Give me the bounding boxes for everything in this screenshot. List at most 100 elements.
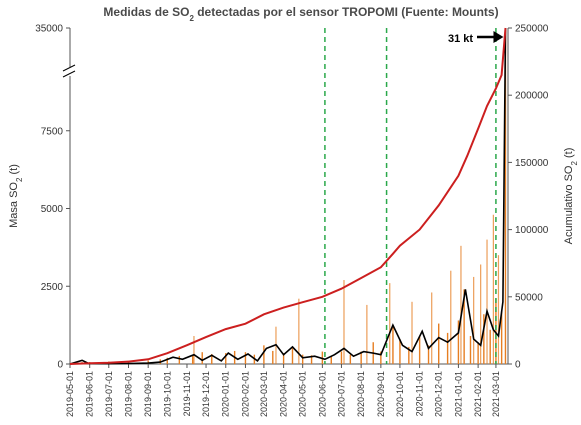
bar: [178, 355, 181, 364]
y-axis-right-label-subscript: 2: [570, 161, 579, 166]
bar-spike: [193, 336, 195, 364]
y-axis-left-label-part-3: (t): [8, 164, 20, 177]
bar-spike: [411, 301, 413, 364]
x-tick-label: 2020-10-01: [395, 371, 405, 417]
bar: [291, 346, 294, 364]
bar-spike: [389, 283, 391, 364]
bar: [201, 352, 203, 364]
bar: [504, 28, 507, 364]
bar: [427, 345, 430, 364]
bar: [360, 351, 362, 364]
y-right-tick-label: 200000: [515, 91, 549, 102]
bar: [457, 320, 460, 364]
bar: [310, 355, 313, 364]
chart-title-part-3: detectadas por el sensor TROPOMI (Fuente…: [194, 5, 499, 19]
y-left-tick-label: 7500: [41, 126, 64, 137]
bar: [340, 351, 343, 364]
bar-spike: [486, 239, 488, 364]
axis-break-gap: [64, 68, 76, 76]
bar: [463, 289, 465, 364]
y-right-tick-label: 250000: [515, 24, 549, 35]
bar: [392, 326, 394, 364]
y-axis-right-label: Acumulativo SO2 (t): [563, 148, 579, 245]
x-tick-label: 2020-07-01: [336, 371, 346, 417]
bar: [438, 323, 440, 364]
axis-break-mark: [62, 64, 76, 72]
bar: [500, 311, 503, 364]
x-tick-label: 2020-03-01: [259, 371, 269, 417]
x-tick-label: 2019-11-01: [182, 371, 192, 416]
bar: [225, 353, 227, 364]
bar: [380, 351, 382, 364]
rolling-mean-line: [69, 27, 507, 365]
x-tick-label: 2019-12-01: [201, 371, 211, 417]
bar: [166, 357, 168, 364]
y-axis-left-label: Masa SO2 (t): [8, 164, 24, 228]
bar: [211, 354, 213, 364]
chart-title-subscript: 2: [189, 14, 194, 23]
annotation-31kt: 31 kt: [448, 33, 473, 45]
cumulative-line: [69, 27, 507, 365]
x-tick-label: 2020-06-01: [317, 371, 327, 417]
x-tick-label: 2019-08-01: [123, 371, 133, 417]
x-tick-label: 2020-09-01: [376, 371, 386, 417]
x-tick-label: 2021-02-01: [473, 371, 483, 417]
bar-spike: [366, 304, 368, 364]
y-axis-left-label-part-1: Masa SO: [8, 182, 20, 228]
bar-spike: [497, 255, 500, 364]
x-tick-label: 2020-11-01: [415, 371, 425, 416]
bar: [399, 339, 401, 364]
bar: [263, 345, 265, 364]
x-tick-label: 2020-01-01: [221, 371, 231, 417]
y-left-tick-label: 5000: [41, 204, 64, 215]
bar: [489, 329, 491, 364]
y-left-tick-label: 0: [57, 360, 63, 371]
bar: [191, 354, 194, 364]
bar-spike: [343, 280, 345, 364]
axis-break-mark: [62, 70, 76, 78]
chart-title: Medidas de SO2 detectadas por el sensor …: [103, 5, 498, 23]
x-tick-label: 2021-03-01: [491, 371, 501, 417]
y-axis-right-label-part-3: (t): [563, 148, 575, 161]
bar: [330, 356, 332, 364]
bar-spike: [480, 264, 482, 364]
bar: [272, 350, 274, 364]
bar-spike: [492, 214, 494, 364]
bar-spike: [298, 298, 300, 364]
y-left-tick-label: 2500: [41, 282, 64, 293]
chart-title-part-1: Medidas de SO: [103, 5, 189, 19]
x-tick-label: 2019-06-01: [85, 371, 95, 417]
x-tick-label: 2020-02-01: [240, 371, 250, 417]
bar: [483, 314, 485, 364]
y-left-tick-label: 35000: [35, 24, 63, 35]
x-tick-label: 2020-05-01: [298, 371, 308, 417]
annotation-arrow-head: [493, 31, 504, 43]
y-axis-left-label-subscript: 2: [15, 177, 24, 182]
bar: [418, 336, 421, 364]
bar: [147, 360, 149, 364]
bar: [282, 353, 285, 364]
x-tick-label: 2019-10-01: [162, 371, 172, 417]
bar: [469, 336, 472, 364]
bar-spike: [450, 270, 452, 364]
x-tick-label: 2020-04-01: [279, 371, 289, 417]
bar-spike: [473, 276, 475, 364]
x-tick-label: 2020-08-01: [356, 371, 366, 417]
bar: [244, 352, 247, 364]
bar-spike: [431, 292, 433, 364]
bar: [408, 346, 410, 364]
x-tick-label: 2019-05-01: [65, 371, 75, 417]
x-tick-label: 2019-09-01: [143, 371, 153, 417]
y-right-tick-label: 50000: [515, 292, 543, 303]
plot-area: 0 2500 5000 7500 35000 0 50000 100000 150000 2000…: [35, 24, 549, 418]
bar: [495, 298, 497, 364]
y-right-tick-label: 0: [515, 360, 521, 371]
x-tick-label: 2019-07-01: [104, 371, 114, 417]
y-right-tick-label: 150000: [515, 158, 549, 169]
x-tick-label: 2020-12-01: [434, 371, 444, 417]
bar: [477, 342, 479, 364]
y-right-tick-label: 100000: [515, 225, 549, 236]
bar: [349, 354, 352, 364]
y-axis-right-label-part-1: Acumulativo SO: [563, 165, 575, 244]
